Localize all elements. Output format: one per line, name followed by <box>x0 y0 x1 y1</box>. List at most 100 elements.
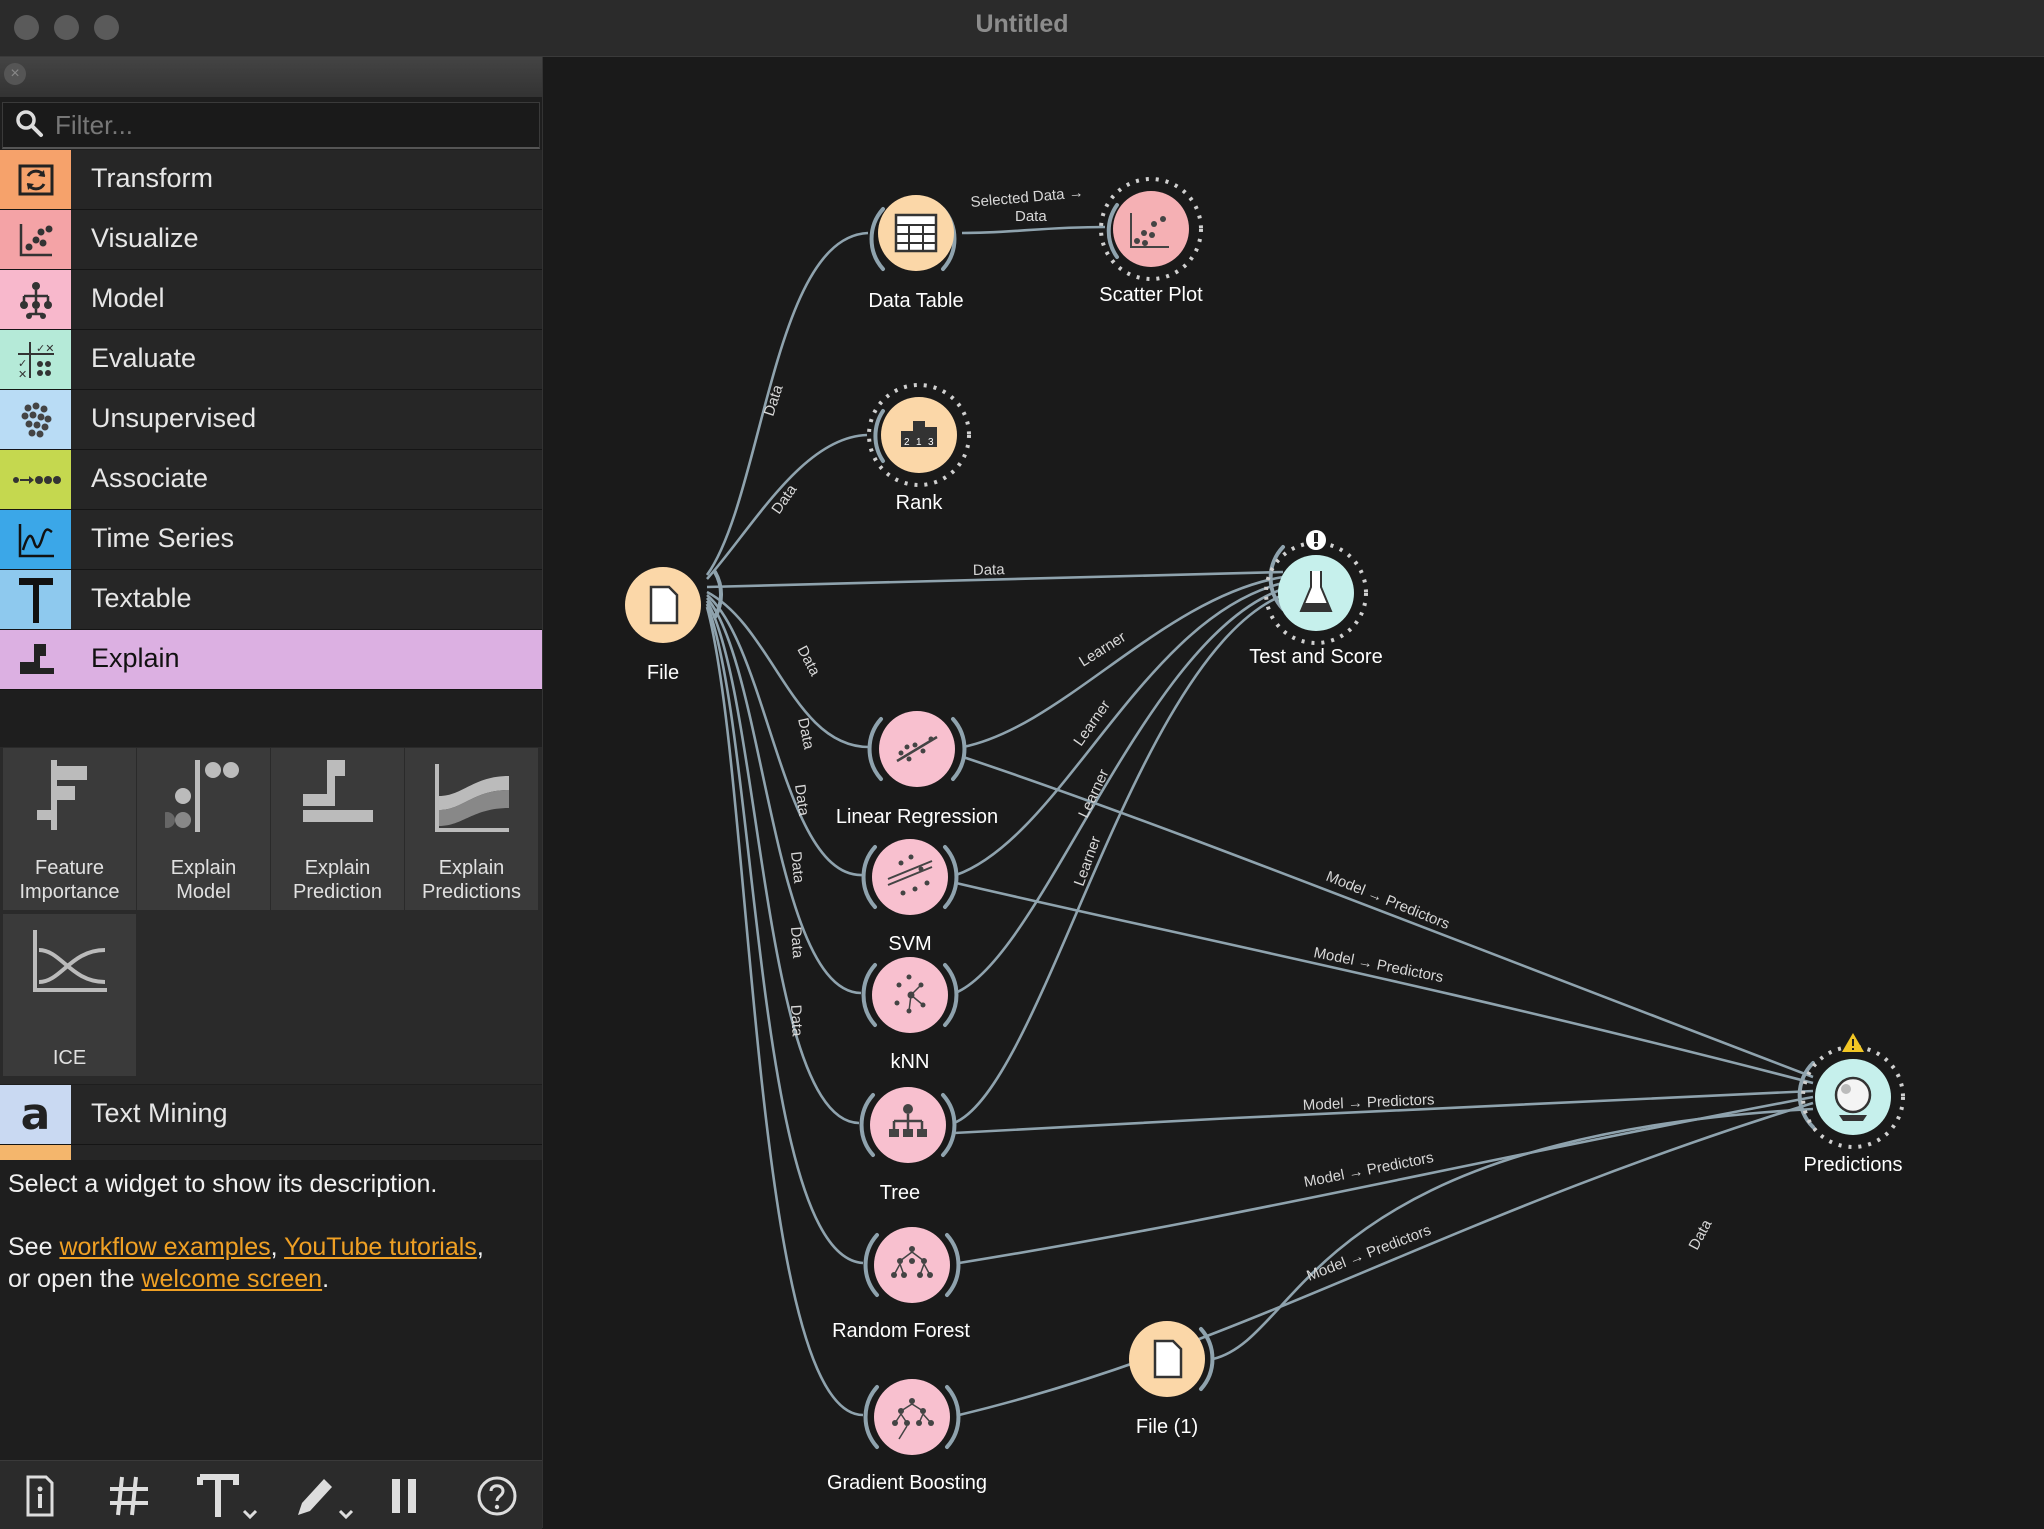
pause-icon[interactable] <box>380 1471 430 1521</box>
explain-prediction-icon <box>303 760 373 822</box>
category-associate[interactable]: Associate <box>0 450 542 510</box>
category-transform[interactable]: Transform <box>0 150 542 210</box>
node-label: Data Table <box>868 290 963 312</box>
category-label: Associate <box>91 463 209 493</box>
category-label: Time Series <box>91 523 235 553</box>
link-label: Data <box>791 783 812 817</box>
link-file-rank[interactable] <box>706 433 868 580</box>
link-file-datatable[interactable] <box>705 231 869 576</box>
link-rf-predictions[interactable] <box>958 1095 1814 1265</box>
category-time-series[interactable]: Time Series <box>0 510 542 570</box>
minimize-window-button[interactable] <box>54 15 79 40</box>
model-icon <box>0 270 71 329</box>
widget-explain-predictions[interactable]: Explain Predictions <box>404 747 539 911</box>
node-random-forest[interactable]: Random Forest <box>832 1227 970 1342</box>
category-label: Evaluate <box>91 343 197 373</box>
widget-explain-model[interactable]: Explain Model <box>136 747 271 911</box>
description-panel: Select a widget to show its description.… <box>0 1160 542 1460</box>
comma-text: , <box>476 1233 484 1261</box>
node-label: Tree <box>880 1182 920 1204</box>
category-model[interactable]: Model <box>0 270 542 330</box>
category-label: Explain <box>91 643 180 673</box>
node-scatter-plot[interactable]: Scatter Plot <box>1099 177 1203 306</box>
svg-text:1: 1 <box>916 437 922 448</box>
grid-icon[interactable] <box>104 1471 154 1521</box>
node-label: File <box>647 662 679 684</box>
node-file[interactable]: File <box>625 567 723 684</box>
info-icon[interactable] <box>14 1471 64 1521</box>
category-textable[interactable]: Textable <box>0 570 542 630</box>
document-icon <box>1153 1339 1183 1379</box>
filter-box <box>2 102 540 149</box>
explain-widget-grid: Feature Importance Explain Model Explain Pr… <box>0 747 542 1084</box>
category-text-mining[interactable]: a Text Mining <box>0 1085 542 1145</box>
node-svm[interactable]: SVM <box>861 839 959 955</box>
category-label: Transform <box>91 163 214 193</box>
window-title: Untitled <box>975 10 1069 38</box>
link-linreg-predictions[interactable] <box>962 755 1814 1079</box>
category-label: Text Mining <box>91 1098 228 1128</box>
widget-feature-importance[interactable]: Feature Importance <box>2 747 137 911</box>
link-tree-testscore[interactable] <box>953 593 1284 1125</box>
link-file-knn[interactable] <box>706 597 862 995</box>
link-label: Model → Predictors <box>1324 868 1452 933</box>
widget-ice[interactable]: ICE <box>2 913 137 1077</box>
node-tree[interactable]: Tree <box>859 1087 957 1204</box>
link-label: Selected Data → <box>970 184 1084 211</box>
tile-label-line2: ICE <box>52 1047 87 1069</box>
period-text: . <box>322 1265 330 1293</box>
text-annotation-icon[interactable] <box>196 1471 266 1521</box>
category-explain[interactable]: Explain <box>0 630 542 690</box>
node-data-table[interactable]: Data Table <box>868 195 964 312</box>
widget-sidebar: × Transform Visualize Model ✓✕ ✓✕ Evaluat… <box>0 57 543 1529</box>
node-gradient-boosting[interactable]: Gradient Boosting <box>827 1379 987 1494</box>
workflow-canvas[interactable]: Selected Data → Data Data Data Data Data… <box>543 57 2044 1528</box>
link-file-svm[interactable] <box>706 594 863 877</box>
link-gb-predictions[interactable] <box>958 1101 1814 1417</box>
link-file-linreg[interactable] <box>706 590 870 749</box>
youtube-tutorials-link[interactable]: YouTube tutorials <box>284 1233 477 1261</box>
tile-label-line2: Importance <box>19 881 120 903</box>
welcome-screen-link[interactable]: welcome screen <box>141 1265 323 1293</box>
tile-label-line1: Feature <box>35 857 104 879</box>
node-knn[interactable]: kNN <box>861 957 959 1073</box>
category-evaluate[interactable]: ✓✕ ✓ ✕ Evaluate <box>0 330 542 390</box>
node-predictions[interactable]: Predictions <box>1797 1033 1905 1176</box>
node-label: Test and Score <box>1249 646 1382 668</box>
node-label: Rank <box>896 492 944 514</box>
link-linreg-testscore[interactable] <box>962 575 1284 749</box>
link-label: Model → Predictors <box>1304 1222 1433 1285</box>
link-file1-predictions[interactable] <box>1212 1107 1814 1361</box>
link-file-testscore[interactable] <box>706 570 1284 589</box>
category-label: Unsupervised <box>91 403 257 433</box>
link-knn-testscore[interactable] <box>954 587 1284 995</box>
zoom-window-button[interactable] <box>94 15 119 40</box>
link-label: Data <box>973 561 1006 579</box>
links <box>705 225 1814 1417</box>
node-linear-regression[interactable]: Linear Regression <box>836 711 998 828</box>
close-window-button[interactable] <box>14 15 39 40</box>
link-file-tree[interactable] <box>705 600 860 1125</box>
category-unsupervised[interactable]: Unsupervised <box>0 390 542 450</box>
pen-icon[interactable] <box>290 1471 360 1521</box>
link-file-rf[interactable] <box>705 603 864 1265</box>
category-visualize[interactable]: Visualize <box>0 210 542 270</box>
widget-explain-prediction[interactable]: Explain Prediction <box>270 747 405 911</box>
text-mining-icon: a <box>0 1085 71 1144</box>
help-icon[interactable] <box>472 1471 522 1521</box>
link-file-gb[interactable] <box>705 606 864 1417</box>
tile-label-line2: Prediction <box>293 881 382 903</box>
filter-input[interactable] <box>53 107 527 143</box>
workflow-examples-link[interactable]: workflow examples <box>59 1233 271 1261</box>
sidebar-close-button[interactable]: × <box>4 63 26 85</box>
link-tree-predictions[interactable] <box>953 1089 1814 1135</box>
node-test-and-score[interactable]: Test and Score <box>1249 530 1383 668</box>
tile-label-line1: Explain <box>438 857 505 879</box>
link-datatable-scatter[interactable] <box>961 225 1106 235</box>
link-svm-testscore[interactable] <box>955 581 1284 877</box>
node-label: File (1) <box>1136 1416 1198 1438</box>
link-svm-predictions[interactable] <box>955 881 1814 1085</box>
associate-icon <box>0 450 71 509</box>
node-file-1[interactable]: File (1) <box>1129 1321 1215 1438</box>
